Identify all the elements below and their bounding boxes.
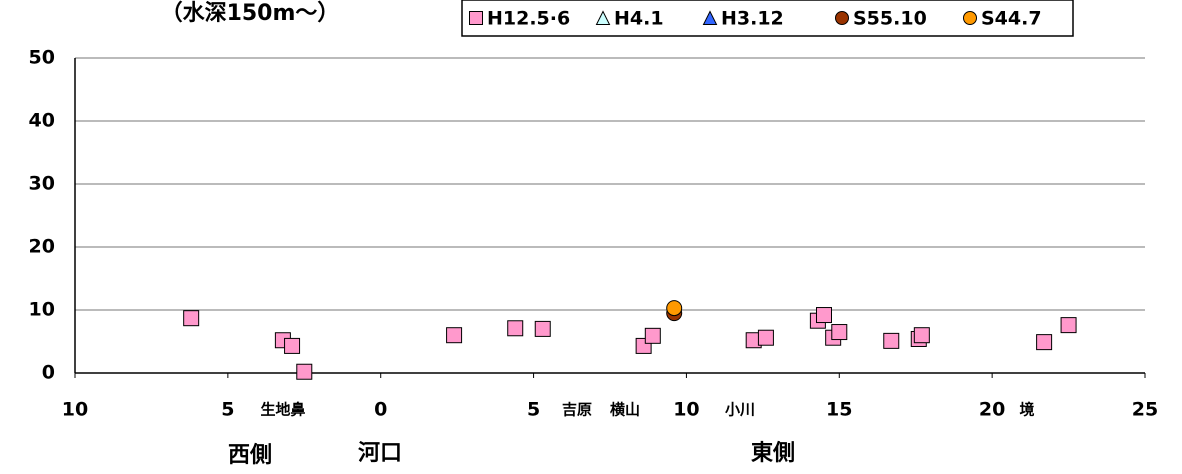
y-tick-label: 20	[29, 236, 55, 258]
x-tick-label: 5	[221, 399, 234, 421]
legend-label: H3.12	[721, 8, 784, 30]
marker	[183, 310, 200, 327]
annotation: 東側	[751, 441, 795, 466]
x-tick-label: 10	[62, 399, 88, 421]
annotation: 吉原	[562, 401, 592, 419]
annotation: 生地鼻	[260, 401, 305, 419]
y-tick-label: 0	[42, 362, 55, 384]
x-tick-label: 20	[979, 399, 1005, 421]
marker	[595, 10, 611, 25]
marker	[963, 11, 977, 25]
annotation: 小川	[725, 401, 755, 419]
annotation: 西側	[228, 443, 272, 468]
marker	[507, 320, 524, 337]
marker	[469, 11, 483, 25]
x-tick-label: 15	[826, 399, 852, 421]
chart-title: （水深150m～）	[161, 1, 340, 26]
marker	[644, 327, 661, 344]
x-tick-label: 25	[1132, 399, 1158, 421]
marker	[666, 300, 683, 317]
marker	[534, 320, 551, 337]
marker	[702, 10, 718, 25]
marker	[446, 327, 463, 344]
marker	[284, 337, 301, 354]
x-tick-label: 0	[374, 399, 387, 421]
marker	[816, 307, 832, 324]
annotation: 境	[1019, 401, 1034, 419]
marker	[913, 327, 930, 344]
legend-label: S44.7	[981, 8, 1042, 30]
x-tick-label: 5	[527, 399, 540, 421]
y-tick-label: 50	[29, 47, 55, 69]
legend-label: H12.5·6	[487, 8, 570, 30]
marker	[757, 329, 774, 346]
annotation: 河口	[358, 441, 402, 466]
marker	[1036, 334, 1053, 351]
marker	[831, 324, 848, 341]
marker	[883, 332, 900, 349]
legend-label: H4.1	[614, 8, 664, 30]
marker	[835, 11, 849, 25]
y-tick-label: 40	[29, 110, 55, 132]
marker	[296, 363, 313, 380]
annotation: 横山	[610, 401, 640, 419]
y-tick-label: 10	[29, 299, 55, 321]
legend-label: S55.10	[853, 8, 927, 30]
marker	[1060, 317, 1077, 334]
y-tick-label: 30	[29, 173, 55, 195]
x-tick-label: 10	[673, 399, 699, 421]
